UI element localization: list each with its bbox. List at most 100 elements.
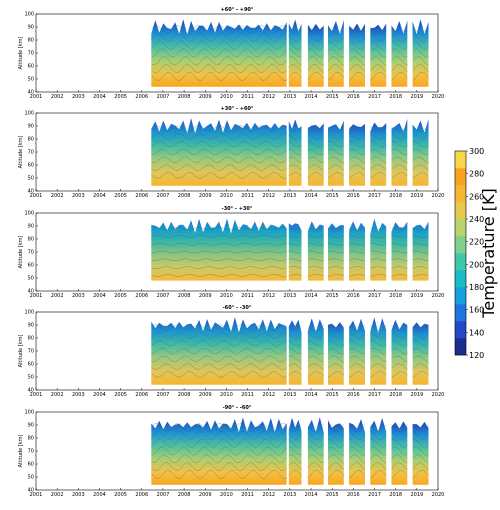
x-tick-label: 2017 — [368, 392, 381, 398]
contour-line — [391, 126, 408, 132]
contour-line — [391, 348, 408, 355]
colorbar-swatch — [455, 168, 466, 186]
x-tick-label: 2007 — [157, 492, 170, 498]
contour-line — [412, 258, 429, 261]
contour-line — [288, 35, 302, 42]
panel-5: -90° - -60° 40 50 60 70 80 90 100 2001 2002 2003 20… — [18, 405, 444, 498]
contour-line — [151, 332, 287, 339]
contour-line — [412, 363, 429, 370]
contour-line — [288, 446, 302, 456]
contour-line — [288, 274, 302, 276]
contour-line — [327, 133, 344, 140]
y-axis-label: Altitude [km] — [18, 37, 24, 70]
contour-line — [391, 26, 408, 34]
contour-line — [327, 454, 344, 464]
x-tick-label: 2011 — [241, 193, 254, 199]
contour-line — [151, 40, 287, 50]
contour-line — [370, 348, 387, 355]
contour-line — [288, 72, 302, 78]
data-block-5 — [349, 318, 365, 385]
contour-line — [412, 454, 429, 464]
x-tick-label: 2002 — [51, 392, 64, 398]
contour-line — [327, 470, 344, 479]
contour-line — [307, 258, 324, 261]
contour-line — [412, 250, 429, 254]
contour-line — [349, 33, 366, 42]
x-tick-label: 2010 — [220, 94, 233, 100]
contour-line — [370, 243, 387, 246]
x-tick-label: 2015 — [326, 293, 339, 299]
y-tick-label: 80 — [28, 38, 34, 44]
contour-line — [307, 438, 324, 448]
data-block-7 — [391, 319, 408, 385]
contour-line — [412, 149, 429, 156]
data-block-8 — [412, 119, 429, 186]
contour-line — [370, 141, 387, 148]
y-tick-label: 100 — [24, 211, 34, 217]
x-tick-label: 2009 — [199, 492, 212, 498]
contour-line — [288, 134, 302, 140]
x-tick-label: 2005 — [114, 193, 127, 199]
contour-line — [151, 133, 287, 140]
contour-line — [391, 431, 408, 440]
data-block-2 — [288, 417, 302, 485]
x-tick-label: 2001 — [30, 193, 43, 199]
data-block-4 — [328, 120, 344, 186]
y-tick-label: 70 — [28, 150, 34, 156]
contour-line — [370, 266, 387, 269]
x-tick-label: 2019 — [410, 392, 423, 398]
contour-line — [349, 133, 366, 140]
contour-line — [348, 72, 366, 81]
contour-line — [151, 125, 287, 132]
contour-line — [412, 126, 429, 132]
contour-line — [307, 133, 324, 140]
data-block-7 — [391, 421, 408, 485]
contour-line — [151, 164, 287, 171]
contour-line — [391, 454, 408, 464]
contour-line — [288, 454, 302, 464]
contour-line — [412, 56, 429, 66]
colorbar-label: Temperature [K] — [479, 188, 498, 318]
x-tick-label: 2016 — [347, 293, 360, 299]
contour-line — [307, 40, 324, 50]
contour-line — [327, 424, 344, 432]
contour-line — [412, 26, 429, 34]
contour-line — [307, 462, 324, 471]
x-tick-label: 2004 — [93, 492, 106, 498]
contour-line — [307, 348, 324, 354]
contour-line — [327, 156, 344, 163]
colorbar-swatch — [455, 287, 466, 305]
contour-line — [412, 172, 429, 179]
contour-line — [370, 250, 387, 254]
x-tick-label: 2011 — [241, 94, 254, 100]
contour-line — [151, 243, 287, 246]
contour-line — [288, 41, 302, 50]
panel-title: -30° - +30° — [222, 206, 253, 212]
x-tick-label: 2002 — [51, 193, 64, 199]
contour-line — [307, 431, 324, 440]
panels: +60° - +90° 40 50 60 70 80 90 100 2001 2002 2003 20… — [18, 7, 444, 498]
contour-line — [288, 333, 302, 339]
data-block-3 — [307, 318, 324, 385]
x-tick-label: 2017 — [368, 193, 381, 199]
y-tick-label: 50 — [28, 276, 34, 282]
contour-line — [412, 156, 429, 163]
y-tick-label: 60 — [28, 362, 34, 368]
contour-line — [391, 325, 408, 331]
colorbar-swatch — [455, 304, 466, 322]
contour-line — [370, 332, 387, 339]
x-tick-label: 2007 — [157, 293, 170, 299]
contour-line — [370, 133, 387, 140]
contour-line — [412, 243, 429, 246]
x-tick-label: 2010 — [220, 392, 233, 398]
contour-line — [391, 56, 408, 66]
contour-line — [348, 26, 366, 34]
y-tick-label: 40 — [28, 488, 34, 494]
contour-line — [327, 33, 344, 42]
x-tick-label: 2018 — [389, 193, 402, 199]
x-tick-label: 2008 — [178, 492, 191, 498]
x-tick-label: 2012 — [262, 492, 275, 498]
x-tick-label: 2015 — [326, 193, 339, 199]
contour-line — [412, 340, 429, 347]
colorbar-swatch — [455, 253, 466, 271]
